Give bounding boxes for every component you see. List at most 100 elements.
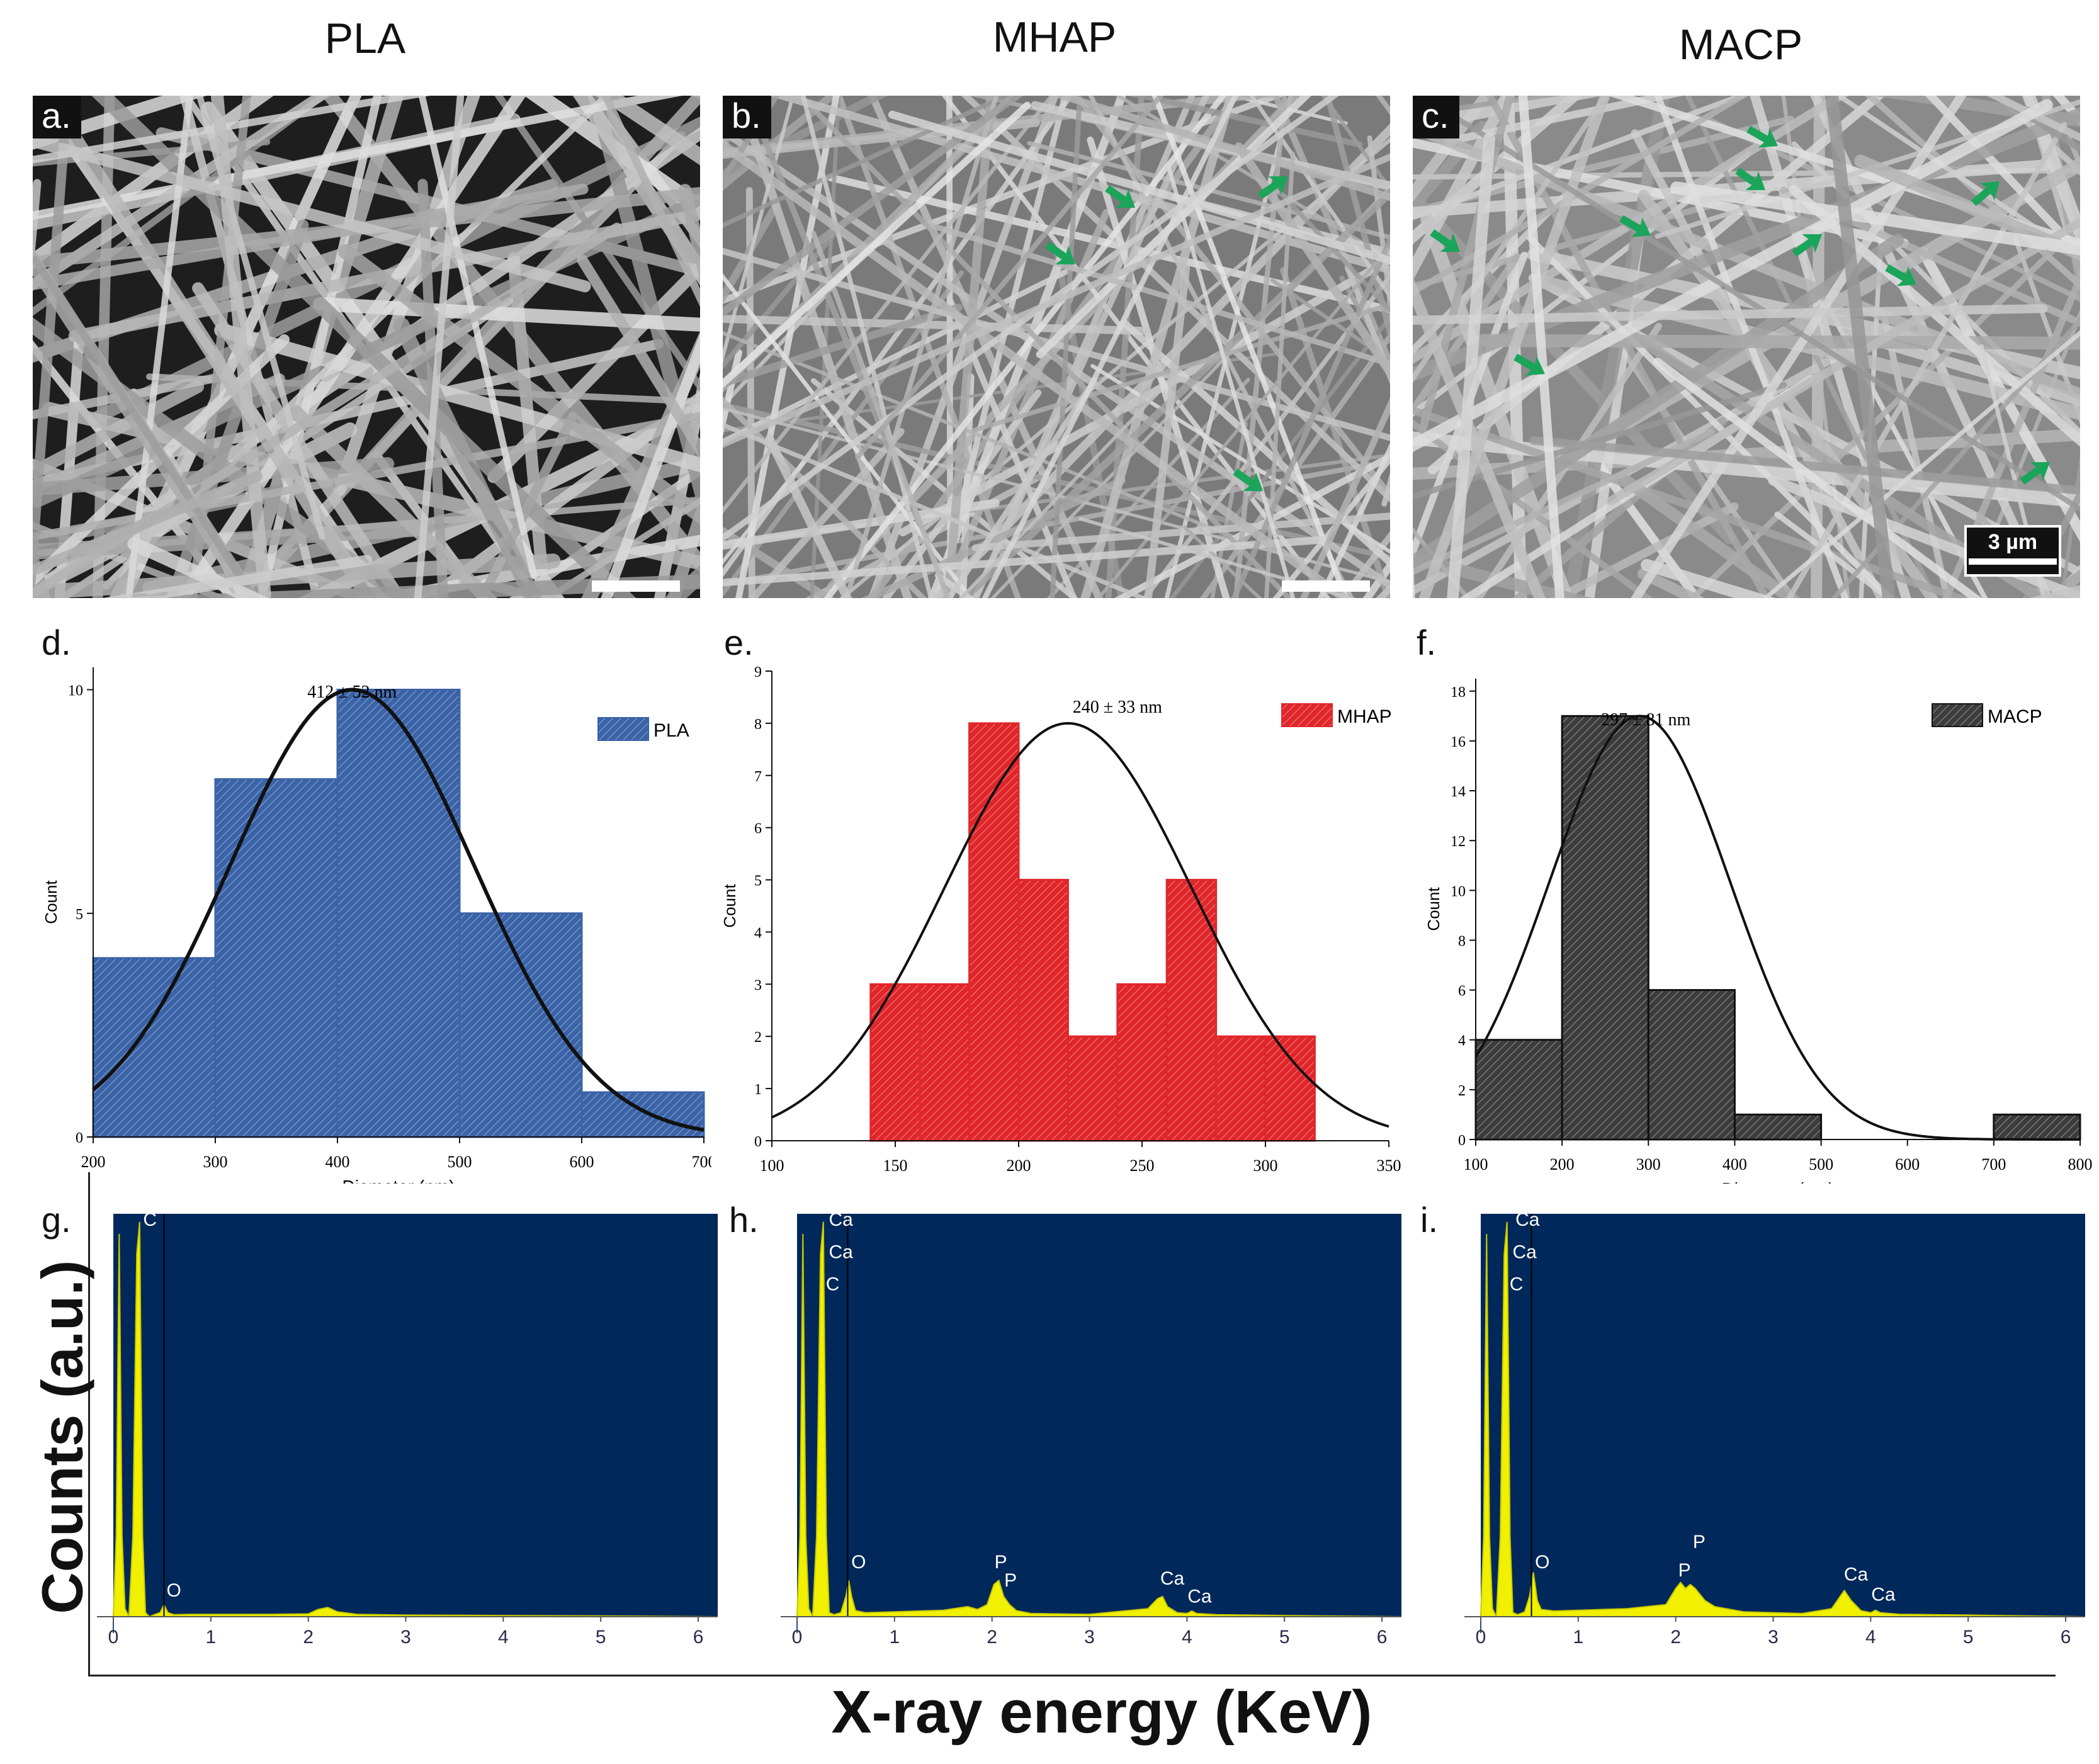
fiber — [1413, 253, 1520, 417]
arrow-shape — [1735, 167, 1765, 190]
fiber — [1413, 276, 1546, 598]
x-axis-label: Diameter (nm) — [1722, 1179, 1835, 1184]
fiber — [313, 297, 700, 332]
x-tick-label: 4 — [1865, 1627, 1876, 1648]
fiber — [1165, 162, 1296, 598]
fiber — [931, 123, 1390, 598]
y-tick-label: 5 — [76, 907, 83, 923]
edx-spectrum-area — [112, 1221, 718, 1618]
legend-label: MACP — [1988, 706, 2042, 727]
fiber — [1779, 186, 2080, 327]
y-tick-label: 14 — [1451, 784, 1466, 800]
fiber — [723, 118, 1041, 159]
fiber — [1413, 96, 1513, 281]
panel-letter-f: f. — [1417, 623, 1437, 662]
y-axis-label: Count — [42, 880, 60, 924]
fiber — [723, 247, 1390, 441]
fiber — [176, 96, 526, 598]
fiber — [1789, 184, 2080, 447]
green-arrow-icon — [1971, 181, 2000, 206]
x-tick-label: 4 — [1182, 1627, 1192, 1648]
fiber — [1090, 364, 1390, 554]
x-tick-label: 700 — [1981, 1155, 2006, 1173]
histogram-bar — [968, 722, 1020, 1142]
panel-tag-b: b. — [723, 96, 771, 139]
fiber — [1762, 330, 2080, 598]
fiber — [1518, 96, 1564, 598]
x-tick-label: 2 — [1670, 1627, 1681, 1648]
fiber — [1918, 247, 2080, 543]
fiber — [33, 96, 72, 598]
fiber — [33, 183, 589, 291]
y-axis-label: Count — [1424, 887, 1443, 931]
fiber-texture — [33, 96, 700, 598]
y-tick-label: 16 — [1451, 734, 1466, 750]
x-tick-label: 2 — [303, 1627, 314, 1648]
y-tick-label: 2 — [1458, 1083, 1466, 1099]
histogram-bar — [1647, 989, 1736, 1141]
mean-diameter-annotation: 412 ± 52 nm — [307, 682, 397, 702]
fiber — [1114, 456, 1388, 598]
x-tick-label: 500 — [1809, 1155, 1833, 1173]
fiber — [765, 434, 852, 598]
mean-diameter-annotation: 240 ± 33 nm — [1073, 698, 1162, 717]
fiber — [1942, 269, 2080, 598]
arrow-shape — [1105, 185, 1135, 208]
fiber — [1418, 96, 1610, 598]
y-tick-label: 7 — [754, 769, 762, 785]
legend-swatch — [1281, 703, 1333, 727]
fiber — [33, 222, 622, 598]
fiber — [210, 96, 271, 598]
column-title-macp: MACP — [1678, 21, 1803, 69]
fiber — [601, 332, 700, 598]
fiber — [1210, 422, 1248, 598]
fiber — [1413, 96, 1609, 383]
y-tick-label: 10 — [68, 683, 83, 699]
panel-letter-i: i. — [1420, 1200, 1438, 1240]
x-tick-label: 300 — [1636, 1155, 1661, 1173]
histogram-bar — [1733, 1113, 1823, 1141]
edx-left-margin — [781, 1214, 797, 1617]
fiber — [189, 96, 251, 598]
edx-left-margin — [1464, 1214, 1481, 1617]
fiber — [393, 317, 542, 598]
fiber — [1419, 96, 1514, 431]
fiber — [723, 139, 1352, 598]
fiber — [1707, 117, 2080, 302]
green-arrow-icon — [1885, 264, 1916, 286]
fiber — [33, 380, 205, 480]
fiber — [723, 536, 1326, 587]
fiber — [1141, 271, 1390, 598]
green-arrow-icon — [1045, 242, 1075, 264]
green-arrow-icon — [1430, 229, 1460, 252]
fiber — [723, 273, 973, 598]
fiber — [938, 209, 1110, 598]
fiber — [836, 96, 1021, 598]
scale-bar — [1282, 580, 1370, 592]
peak-label: P — [995, 1552, 1007, 1573]
peak-label: O — [167, 1580, 181, 1601]
fiber — [1607, 217, 2080, 506]
edx-plot-background — [797, 1214, 1401, 1617]
x-tick-label: 150 — [883, 1156, 908, 1175]
y-tick-label: 8 — [754, 716, 762, 733]
peak-label: P — [1693, 1532, 1706, 1552]
histogram-bar — [336, 689, 461, 1138]
fiber-group — [723, 96, 1390, 598]
fiber — [1128, 96, 1363, 148]
histogram-bar — [580, 1091, 705, 1138]
fiber — [33, 458, 375, 598]
arrow-shape — [1430, 229, 1460, 252]
sem-image-pla: a. — [33, 96, 700, 598]
fiber — [1585, 447, 1702, 598]
histogram-bar — [1066, 1035, 1119, 1142]
sem-image-mhap: b. — [723, 96, 1390, 598]
fiber — [1825, 96, 1896, 598]
fiber — [1096, 242, 1390, 598]
x-tick-label: 200 — [81, 1153, 106, 1171]
histogram-bar — [1264, 1035, 1316, 1142]
fiber — [1529, 436, 2080, 495]
x-tick-label: 2 — [987, 1627, 997, 1648]
x-tick-label: 300 — [203, 1153, 228, 1171]
fiber — [723, 407, 1390, 584]
